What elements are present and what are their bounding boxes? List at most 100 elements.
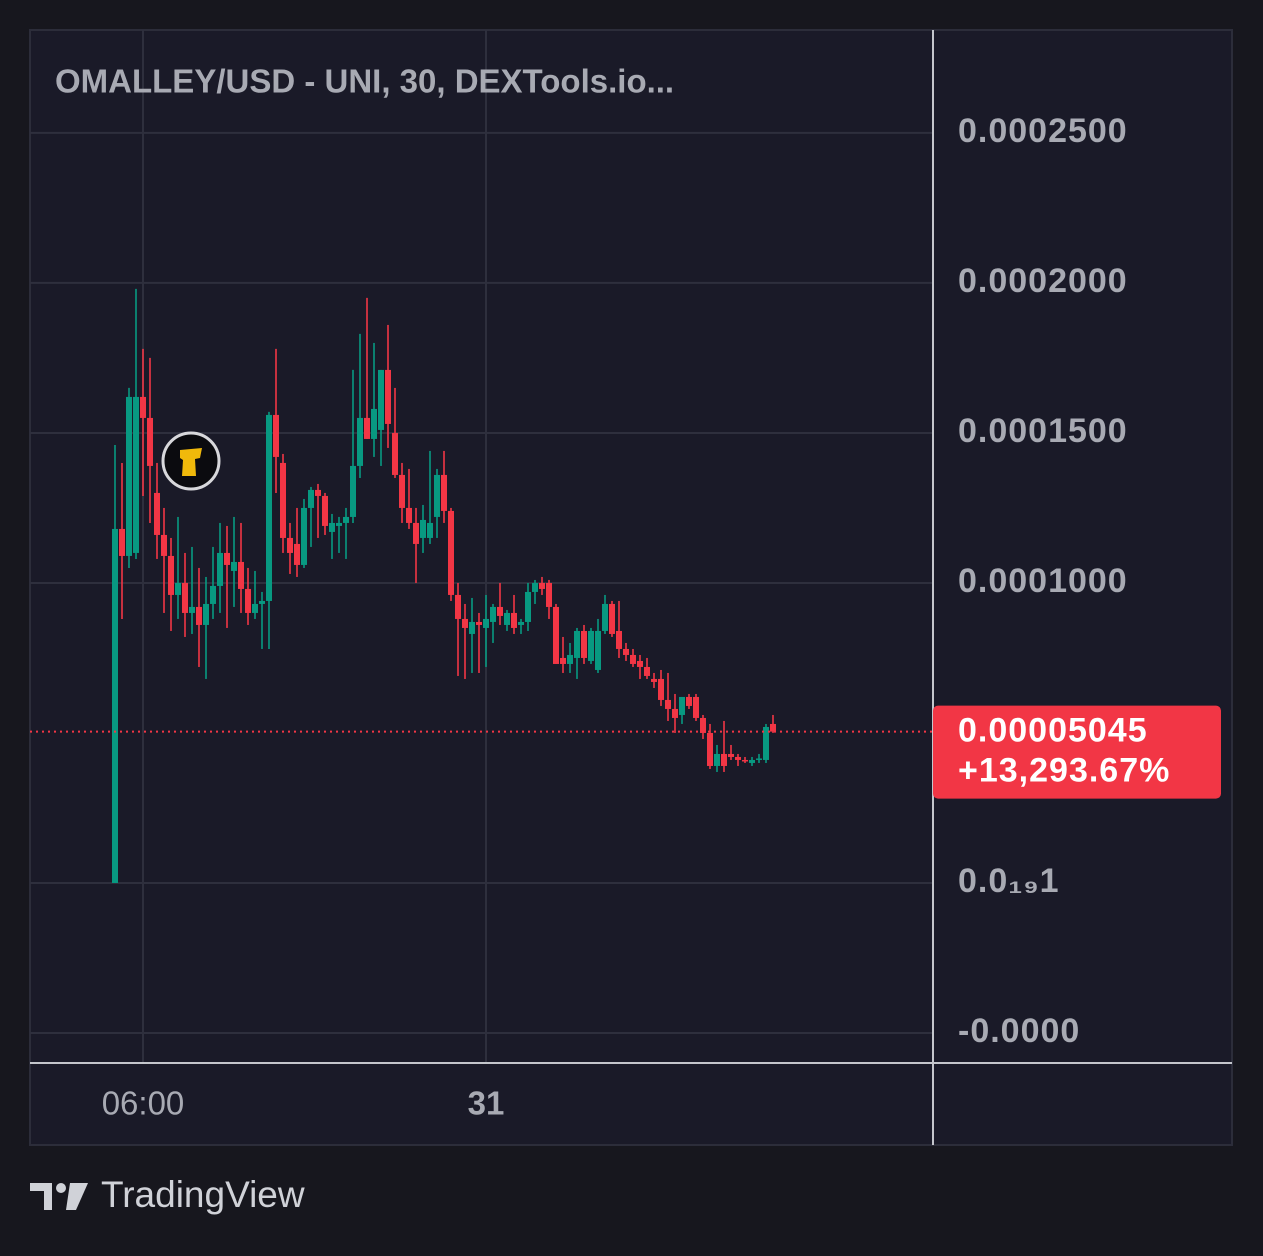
- candle-body: [126, 396, 132, 556]
- candle-body: [175, 582, 181, 595]
- candle-body: [308, 489, 314, 508]
- candle-body: [413, 522, 419, 544]
- candle-body: [770, 723, 776, 732]
- candle-body: [427, 522, 433, 538]
- candle-body: [714, 753, 720, 766]
- candle-body: [266, 414, 272, 601]
- candle-body: [511, 612, 517, 628]
- candle-body: [665, 699, 671, 709]
- candle-body: [189, 606, 195, 613]
- candle-body: [728, 753, 734, 757]
- candle-body: [742, 759, 748, 762]
- candle-body: [595, 630, 601, 670]
- candle-body: [252, 603, 258, 613]
- candle-body: [469, 621, 475, 634]
- candle-body: [420, 519, 426, 538]
- candle-body: [749, 759, 755, 763]
- candle-body: [343, 516, 349, 523]
- candle-body: [350, 465, 356, 517]
- candle-body: [644, 666, 650, 676]
- candle-body: [371, 408, 377, 439]
- candle-body: [301, 507, 307, 565]
- candle-body: [280, 462, 286, 538]
- last-price-badge: [933, 705, 1221, 799]
- candle-body: [560, 657, 566, 664]
- candle-body: [315, 489, 321, 496]
- candle-body: [434, 474, 440, 517]
- candle-body: [399, 474, 405, 508]
- candle-body: [378, 369, 384, 430]
- candle-body: [490, 606, 496, 622]
- candle-body: [609, 603, 615, 634]
- candle-body: [196, 606, 202, 625]
- candle-body: [336, 522, 342, 526]
- grid: [30, 30, 933, 1063]
- candle-body: [448, 510, 454, 595]
- candle-body: [602, 603, 608, 631]
- candles: [112, 288, 776, 883]
- candle-body: [637, 660, 643, 667]
- candle-body: [119, 528, 125, 556]
- candle-body: [259, 600, 265, 604]
- candle-body: [406, 507, 412, 523]
- candle-body: [567, 654, 573, 664]
- candle-body: [154, 492, 160, 535]
- candle-body: [238, 561, 244, 589]
- candle-body: [294, 543, 300, 565]
- y-tick-label: -0.0000: [958, 1012, 1080, 1050]
- candle-body: [168, 555, 174, 595]
- candle-body: [588, 630, 594, 661]
- candle-body: [672, 708, 678, 718]
- candle-body: [553, 606, 559, 664]
- candle-body: [721, 753, 727, 766]
- candle-body: [686, 696, 692, 706]
- candle-body: [651, 678, 657, 682]
- candle-body: [497, 606, 503, 616]
- chart-panel: [29, 29, 1233, 1146]
- tradingview-logo: [30, 1183, 88, 1210]
- y-tick-label: 0.0001500: [958, 412, 1128, 450]
- candle-body: [700, 717, 706, 733]
- candle-body: [224, 552, 230, 565]
- candle-body: [140, 396, 146, 418]
- candle-body: [574, 630, 580, 658]
- candle-body: [273, 414, 279, 457]
- candle-body: [539, 582, 545, 589]
- candle-body: [364, 417, 370, 439]
- candle-body: [210, 585, 216, 604]
- candle-body: [329, 522, 335, 532]
- candle-body: [231, 561, 237, 571]
- candle-body: [630, 654, 636, 664]
- candle-body: [546, 582, 552, 607]
- event-marker: [161, 431, 221, 491]
- y-tick-label: 0.0002500: [958, 112, 1128, 150]
- candle-body: [147, 417, 153, 466]
- candle-body: [735, 756, 741, 760]
- candle-body: [532, 582, 538, 592]
- candle-body: [483, 618, 489, 628]
- candle-body: [287, 537, 293, 553]
- candle-body: [217, 552, 223, 586]
- chart-title: OMALLEY/USD - UNI, 30, DEXTools.io...: [55, 63, 674, 100]
- change-label: +13,293.67%: [958, 752, 1170, 790]
- candle-body: [182, 582, 188, 613]
- candle-body: [693, 696, 699, 718]
- candle-body: [756, 758, 762, 760]
- candle-body: [763, 726, 769, 760]
- candle-body: [679, 696, 685, 715]
- candle-body: [455, 594, 461, 619]
- candle-body: [385, 369, 391, 424]
- candle-body: [245, 588, 251, 613]
- candle-body: [322, 495, 328, 526]
- candle-body: [357, 417, 363, 466]
- candle-body: [133, 396, 139, 553]
- x-tick-label: 06:00: [102, 1085, 185, 1122]
- candle-body: [504, 612, 510, 625]
- candle-body: [203, 603, 209, 625]
- candle-body: [462, 618, 468, 628]
- candle-body: [581, 630, 587, 658]
- candle-body: [161, 534, 167, 556]
- candle-body: [658, 678, 664, 700]
